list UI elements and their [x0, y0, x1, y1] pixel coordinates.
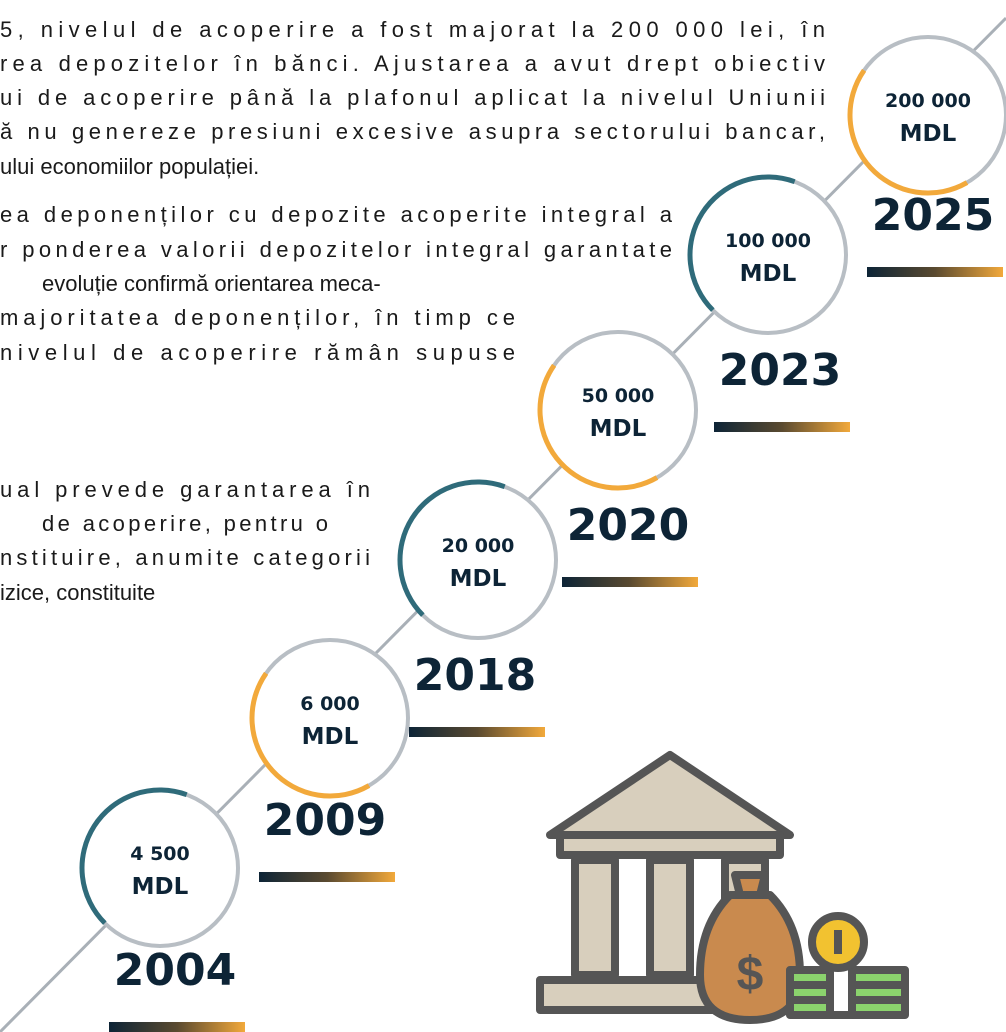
body-text: ui de acoperire până la plafonul aplicat… [0, 85, 825, 110]
body-text: de acoperire, pentru o [42, 511, 328, 536]
year: 2025 [872, 190, 994, 241]
year-underline [409, 727, 545, 737]
amount: 20 000 [442, 535, 515, 557]
unit: MDL [740, 261, 797, 287]
amount: 6 000 [300, 693, 360, 715]
unit: MDL [132, 874, 189, 900]
body-text: ului economiilor populației. [0, 154, 259, 179]
year-underline [867, 267, 1003, 277]
amount: 4 500 [130, 843, 190, 865]
body-text: izice, constituite [0, 580, 155, 605]
year-underline [109, 1022, 245, 1032]
milestone-arc [397, 479, 506, 617]
milestone-arc [249, 671, 371, 799]
milestone-arc [79, 787, 188, 925]
body-text: nstituire, anumite categorii [0, 545, 370, 570]
body-text: evoluție confirmă orientarea meca- [42, 271, 381, 296]
year: 2004 [114, 945, 236, 996]
unit: MDL [590, 416, 647, 442]
body-text: ă nu genereze presiuni excesive asupra s… [0, 119, 825, 144]
amount: 50 000 [582, 385, 655, 407]
year: 2009 [264, 795, 386, 846]
year-underline [562, 577, 698, 587]
year: 2023 [719, 345, 841, 396]
year-underline [714, 422, 850, 432]
body-text: rea depozitelor în bănci. Ajustarea a av… [0, 51, 825, 76]
year: 2018 [414, 650, 536, 701]
unit: MDL [900, 121, 957, 147]
milestone-arc [687, 174, 796, 312]
body-text: r ponderea valorii depozitelor integral … [0, 237, 672, 262]
body-text: 5, nivelul de acoperire a fost majorat l… [0, 17, 825, 42]
milestone-arc [847, 68, 969, 196]
bank-icon: $ [536, 751, 909, 1024]
body-text: majoritatea deponenților, în timp ce [0, 305, 515, 330]
body-text: nivelul de acoperire rămân supuse [0, 340, 515, 365]
body-text: ual prevede garantarea în [0, 477, 370, 502]
milestone-arc [537, 363, 659, 491]
unit: MDL [302, 724, 359, 750]
year-underline [259, 872, 395, 882]
amount: 100 000 [725, 230, 811, 252]
amount: 200 000 [885, 90, 971, 112]
body-text: ea deponenților cu depozite acoperite in… [0, 202, 673, 227]
svg-text:$: $ [737, 948, 764, 1001]
unit: MDL [450, 566, 507, 592]
year: 2020 [567, 500, 689, 551]
